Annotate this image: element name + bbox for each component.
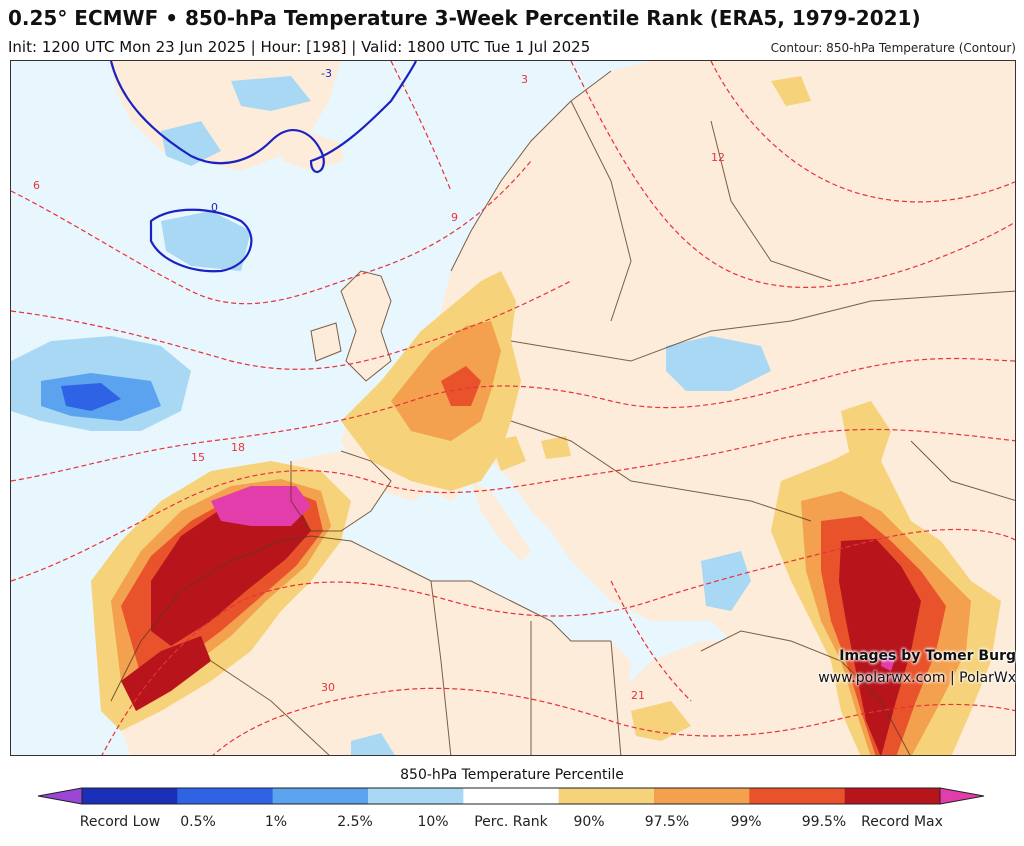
- percentile-shading: [11, 76, 1001, 755]
- credit-author: Images by Tomer Burg: [839, 648, 1016, 664]
- land-italy: [471, 481, 531, 561]
- colorbar-label: 99.5%: [801, 814, 847, 830]
- cold-contours: [109, 61, 417, 273]
- colorbar-segment: [177, 788, 274, 804]
- map-svg: -3 0 3 6 9 12 15 18 21 30: [11, 61, 1015, 755]
- colorbar-label: Record Low: [79, 814, 161, 830]
- chart-subtitle: Init: 1200 UTC Mon 23 Jun 2025 | Hour: […: [8, 38, 591, 56]
- map-panel: -3 0 3 6 9 12 15 18 21 30: [10, 60, 1016, 756]
- colorbar-label: 97.5%: [644, 814, 690, 830]
- colorbar-segment: [749, 788, 846, 804]
- colorbar-label: Record Max: [861, 814, 943, 830]
- colorbar-segment: [272, 788, 369, 804]
- contour-label: 9: [451, 211, 458, 224]
- contour-label: 6: [33, 179, 40, 192]
- contour-label: 30: [321, 681, 335, 694]
- colorbar-segments: [81, 787, 941, 805]
- contour-label: 15: [191, 451, 205, 464]
- colorbar-label: Perc. Rank: [474, 814, 548, 830]
- contour-label: 12: [711, 151, 725, 164]
- colorbar-arrow-high: [939, 787, 985, 805]
- contour-label: -3: [321, 67, 332, 80]
- colorbar-label: 0.5%: [180, 814, 216, 830]
- colorbar-segment: [844, 788, 941, 804]
- colorbar: [37, 787, 985, 805]
- temperature-contours: [11, 61, 1015, 755]
- colorbar-segment: [463, 788, 560, 804]
- colorbar-label: 2.5%: [337, 814, 373, 830]
- colorbar-segment: [654, 788, 750, 804]
- land-britain: [341, 271, 391, 381]
- contour-note: Contour: 850-hPa Temperature (Contour): [770, 41, 1016, 55]
- anomaly-ukraine-cold: [666, 336, 771, 391]
- colorbar-segment: [82, 788, 178, 804]
- colorbar-label: 10%: [417, 814, 449, 830]
- credit-website: www.polarwx.com | PolarWx: [818, 670, 1016, 686]
- chart-title: 0.25° ECMWF • 850-hPa Temperature 3-Week…: [8, 6, 921, 30]
- legend-title: 850-hPa Temperature Percentile: [400, 767, 624, 783]
- contour-label-group: -3 0 3 6 9 12 15 18 21 30: [33, 67, 725, 702]
- colorbar-label: 1%: [264, 814, 288, 830]
- colorbar-label: 90%: [573, 814, 605, 830]
- land-iceland: [281, 133, 343, 171]
- colorbar-label: 99%: [730, 814, 762, 830]
- colorbar-segment: [558, 788, 655, 804]
- contour-label: 3: [521, 73, 528, 86]
- contour-label: 18: [231, 441, 245, 454]
- land-ireland: [311, 323, 341, 361]
- colorbar-arrow-low: [37, 787, 83, 805]
- contour-label: 21: [631, 689, 645, 702]
- borders: [110, 70, 1015, 755]
- colorbar-segment: [368, 788, 464, 804]
- contour-label: 0: [211, 201, 218, 214]
